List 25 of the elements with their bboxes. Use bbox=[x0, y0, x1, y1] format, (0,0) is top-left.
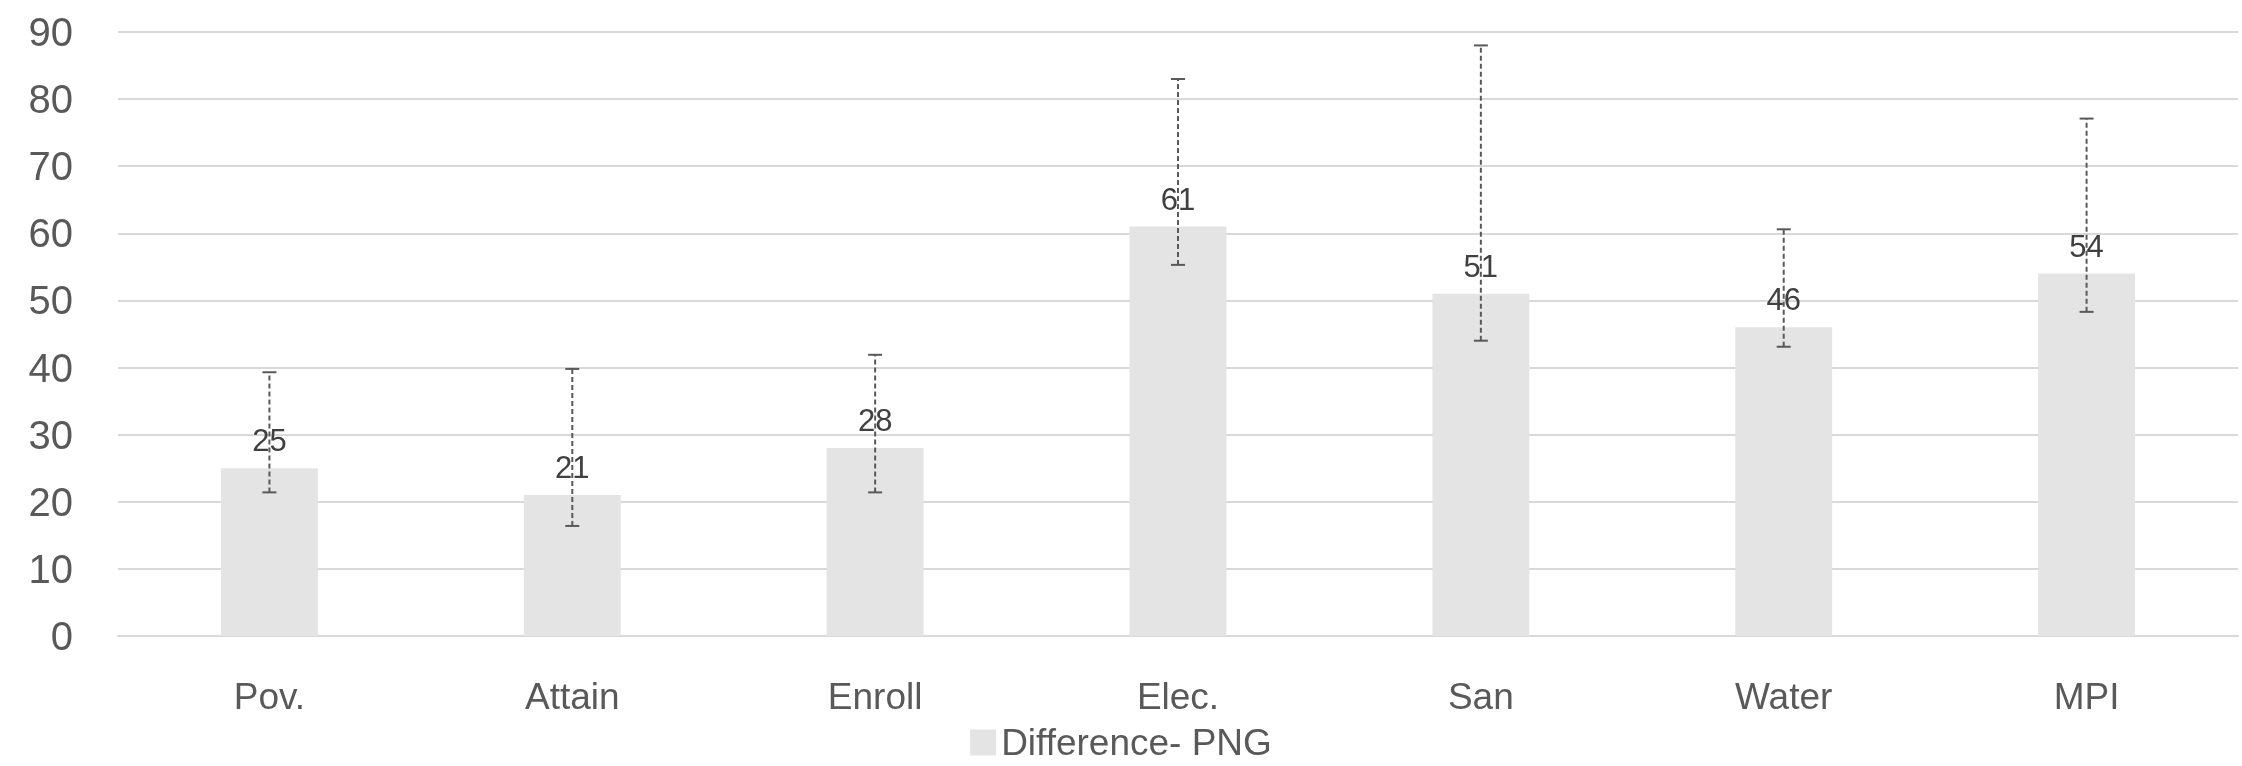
y-tick-label: 20 bbox=[28, 479, 73, 524]
x-tick-label: Pov. bbox=[233, 676, 306, 717]
data-label: 21 bbox=[555, 450, 590, 486]
y-tick-label: 0 bbox=[50, 614, 73, 658]
x-tick-label: Water bbox=[1735, 676, 1833, 717]
legend-label: Difference- PNG bbox=[1001, 722, 1272, 763]
y-tick-label: 10 bbox=[28, 546, 73, 591]
x-tick-label: MPI bbox=[2053, 676, 2120, 717]
y-tick-label: 60 bbox=[28, 211, 73, 256]
x-tick-label: Elec. bbox=[1136, 676, 1220, 717]
y-tick-label: 50 bbox=[28, 278, 73, 323]
y-tick-label: 80 bbox=[28, 77, 73, 122]
data-label: 28 bbox=[857, 403, 893, 439]
x-tick-label: Attain bbox=[524, 676, 620, 717]
data-label: 51 bbox=[1463, 248, 1499, 284]
data-label: 61 bbox=[1160, 181, 1196, 217]
data-label: 25 bbox=[252, 423, 287, 459]
y-tick-label: 70 bbox=[28, 144, 73, 189]
y-tick-label: 90 bbox=[28, 10, 73, 54]
x-tick-label: Enroll bbox=[827, 676, 923, 717]
y-tick-label: 30 bbox=[28, 412, 73, 457]
y-tick-label: 40 bbox=[28, 345, 73, 390]
data-label: 54 bbox=[2069, 228, 2104, 264]
x-tick-label: San bbox=[1447, 676, 1514, 717]
data-label: 46 bbox=[1766, 282, 1801, 318]
